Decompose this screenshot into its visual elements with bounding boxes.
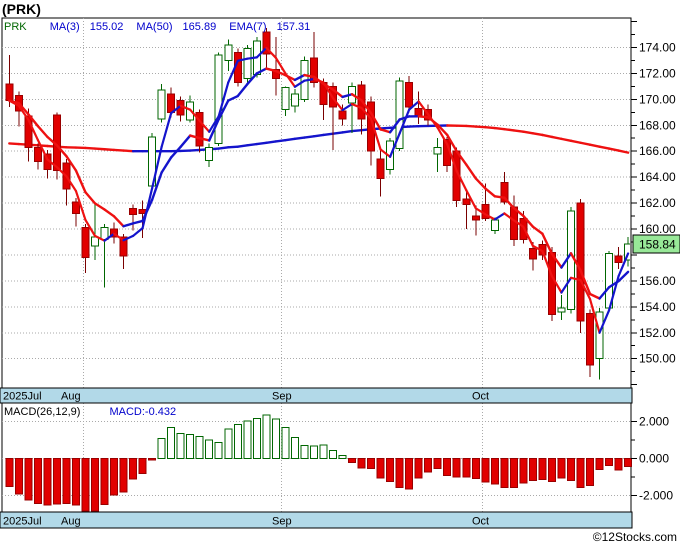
ma50-label: MA(50)	[136, 21, 173, 33]
ma3-line	[8, 46, 630, 334]
price-tick-label: 172.00	[639, 66, 676, 80]
indicator-legend: PRK MA(3) 155.02 MA(50) 165.89 EMA(7) 15…	[4, 21, 310, 33]
month-label: Oct	[472, 391, 489, 403]
price-tick-label: 150.00	[639, 352, 676, 366]
price-tick-label: 154.00	[639, 300, 676, 314]
watermark-12stocks: ©12Stocks.com	[592, 530, 677, 544]
date-axis-lower: 2025Jul Aug Sep Oct	[0, 511, 633, 529]
macd-axis: 2.000 0.000 -2.000	[631, 414, 673, 502]
price-tick-label: 166.00	[639, 144, 676, 158]
macd-tick-label: 0.000	[639, 451, 669, 465]
ema7-value: 157.31	[276, 21, 311, 33]
macd-tick-label: -2.000	[639, 488, 673, 502]
symbol-label: PRK	[4, 21, 27, 33]
last-price-tag: 158.84	[632, 234, 680, 254]
ema7-line	[8, 67, 630, 300]
month-label: 2025Jul	[3, 391, 42, 403]
macd-current-value: MACD:-0.432	[109, 406, 177, 418]
price-tick-label: 160.00	[639, 222, 676, 236]
ema7-label: EMA(7)	[229, 21, 267, 33]
month-label: Aug	[61, 391, 81, 403]
panel-borders	[1, 17, 632, 513]
price-tick-label: 156.00	[639, 274, 676, 288]
price-axis: 174.00 172.00 170.00 168.00 166.00 164.00 162.…	[631, 21, 676, 386]
price-tick-label: 162.00	[639, 196, 676, 210]
month-label: Sep	[272, 391, 292, 403]
macd-tick-label: 2.000	[639, 414, 669, 428]
price-tick-label: 152.00	[639, 326, 676, 340]
month-label: Aug	[61, 516, 81, 528]
ma3-label: MA(3)	[49, 21, 80, 33]
svg-text:158.84: 158.84	[639, 238, 676, 252]
price-tick-label: 174.00	[639, 40, 676, 54]
month-label: 2025Jul	[3, 516, 42, 528]
page-title: (PRK)	[2, 1, 41, 17]
price-tick-label: 170.00	[639, 92, 676, 106]
macd-params-label: MACD(26,12,9)	[4, 406, 81, 418]
ma3-value: 155.02	[89, 21, 124, 33]
price-tick-label: 164.00	[639, 170, 676, 184]
price-tick-label: 168.00	[639, 118, 676, 132]
date-axis-upper: 2025Jul Aug Sep Oct	[0, 387, 633, 404]
candlestick-series	[5, 27, 630, 380]
ma50-value: 165.89	[182, 21, 217, 33]
macd-legend: MACD(26,12,9) MACD:-0.432	[4, 406, 176, 418]
macd-histogram	[5, 414, 633, 512]
month-label: Sep	[272, 516, 292, 528]
month-label: Oct	[472, 516, 489, 528]
ma50-line	[8, 124, 630, 154]
